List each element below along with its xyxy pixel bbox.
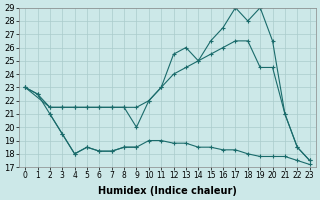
X-axis label: Humidex (Indice chaleur): Humidex (Indice chaleur)	[98, 186, 237, 196]
